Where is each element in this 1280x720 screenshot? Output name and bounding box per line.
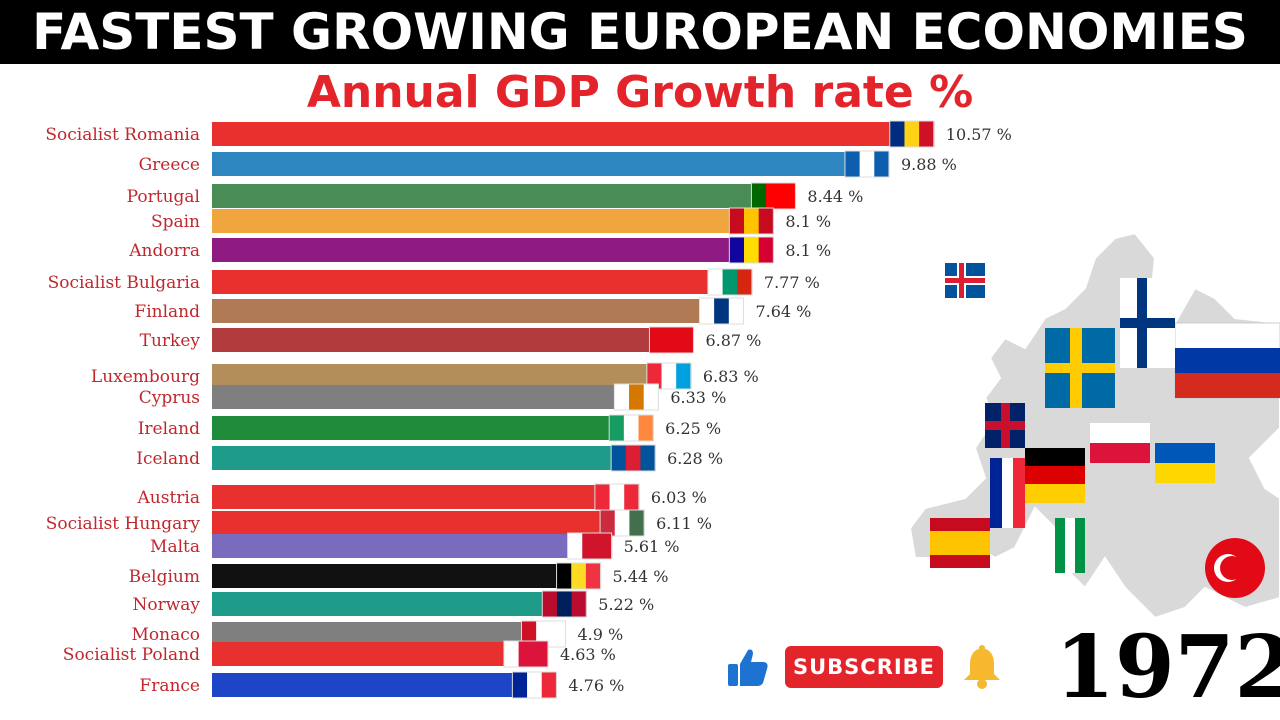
bar-belgium (212, 564, 566, 588)
value-label: 4.9 % (577, 625, 623, 644)
banner-title: FASTEST GROWING EUROPEAN ECONOMIES (0, 0, 1280, 64)
value-label: 6.87 % (705, 331, 761, 350)
category-label: Andorra (128, 241, 200, 261)
category-label: Spain (151, 212, 200, 232)
bar-turkey (212, 328, 659, 352)
flag-ireland (608, 414, 654, 442)
value-label: 6.83 % (703, 367, 759, 386)
year-label: 1972 (1055, 617, 1280, 718)
value-label: 8.44 % (807, 187, 863, 206)
value-label: 6.33 % (670, 388, 726, 407)
category-label: Finland (134, 302, 200, 322)
flag-turkey (648, 326, 694, 354)
value-label: 9.88 % (901, 155, 957, 174)
value-label: 4.76 % (568, 676, 624, 695)
subscribe-button[interactable]: SUBSCRIBE (785, 646, 943, 688)
value-label: 10.57 % (946, 125, 1012, 144)
value-label: 8.1 % (785, 241, 831, 260)
bar-finland (212, 299, 709, 323)
category-label: Socialist Hungary (46, 514, 201, 534)
map-shapes (908, 231, 1280, 618)
bar-malta (212, 534, 577, 558)
value-label: 6.03 % (651, 488, 707, 507)
bar-iceland (212, 446, 620, 470)
bar-cyprus (212, 385, 624, 409)
category-label: Iceland (136, 449, 200, 469)
bar-austria (212, 485, 604, 509)
flag-socialist-romania (889, 120, 935, 148)
category-label: France (139, 676, 200, 696)
category-label: Socialist Poland (63, 645, 200, 665)
flag-socialist-hungary (599, 509, 645, 537)
category-label: Ireland (138, 419, 200, 439)
value-label: 4.63 % (560, 645, 616, 664)
bar-ireland (212, 416, 618, 440)
flag-luxembourg (646, 362, 692, 390)
category-label: Greece (139, 155, 200, 175)
flag-belgium (556, 562, 602, 590)
flag-france (511, 671, 557, 699)
flag-malta (567, 532, 613, 560)
category-label: Cyprus (139, 388, 200, 408)
category-label: Malta (150, 537, 200, 557)
category-label: Turkey (140, 331, 201, 351)
category-label: Luxembourg (91, 367, 200, 387)
value-label: 7.77 % (764, 273, 820, 292)
bar-luxembourg (212, 364, 656, 388)
category-label: Portugal (127, 187, 200, 207)
bar-spain (212, 209, 739, 233)
category-label: Norway (132, 595, 200, 615)
category-label: Socialist Bulgaria (48, 273, 200, 293)
bar-norway (212, 592, 552, 616)
value-label: 6.25 % (665, 419, 721, 438)
category-label: Austria (137, 488, 200, 508)
category-label: Socialist Romania (45, 125, 200, 145)
bar-socialist-romania (212, 122, 899, 146)
bar-socialist-poland (212, 642, 513, 666)
category-label: Belgium (129, 567, 200, 587)
flag-iceland (610, 444, 656, 472)
value-label: 5.44 % (613, 567, 669, 586)
value-label: 7.64 % (755, 302, 811, 321)
value-label: 5.22 % (598, 595, 654, 614)
flag-socialist-bulgaria (707, 268, 753, 296)
flag-socialist-poland (503, 640, 549, 668)
flag-portugal (750, 182, 796, 210)
thumbs-up-icon[interactable] (726, 646, 770, 688)
flag-cyprus (613, 383, 659, 411)
flag-austria (594, 483, 640, 511)
europe-flag-map (908, 231, 1280, 618)
bar-andorra (212, 238, 739, 262)
chart-subtitle: Annual GDP Growth rate % (306, 66, 974, 118)
bar-greece (212, 152, 854, 176)
bar-france (212, 673, 522, 697)
bar-portugal (212, 184, 761, 208)
value-label: 6.28 % (667, 449, 723, 468)
flag-norway (541, 590, 587, 618)
flag-finland (698, 297, 744, 325)
flag-spain (728, 207, 774, 235)
value-label: 5.61 % (624, 537, 680, 556)
bell-icon[interactable] (960, 644, 1004, 690)
flag-andorra (728, 236, 774, 264)
value-label: 6.11 % (656, 514, 712, 533)
value-label: 8.1 % (785, 212, 831, 231)
bar-socialist-bulgaria (212, 270, 717, 294)
bar-socialist-hungary (212, 511, 609, 535)
flag-greece (844, 150, 890, 178)
category-label: Monaco (132, 625, 200, 645)
